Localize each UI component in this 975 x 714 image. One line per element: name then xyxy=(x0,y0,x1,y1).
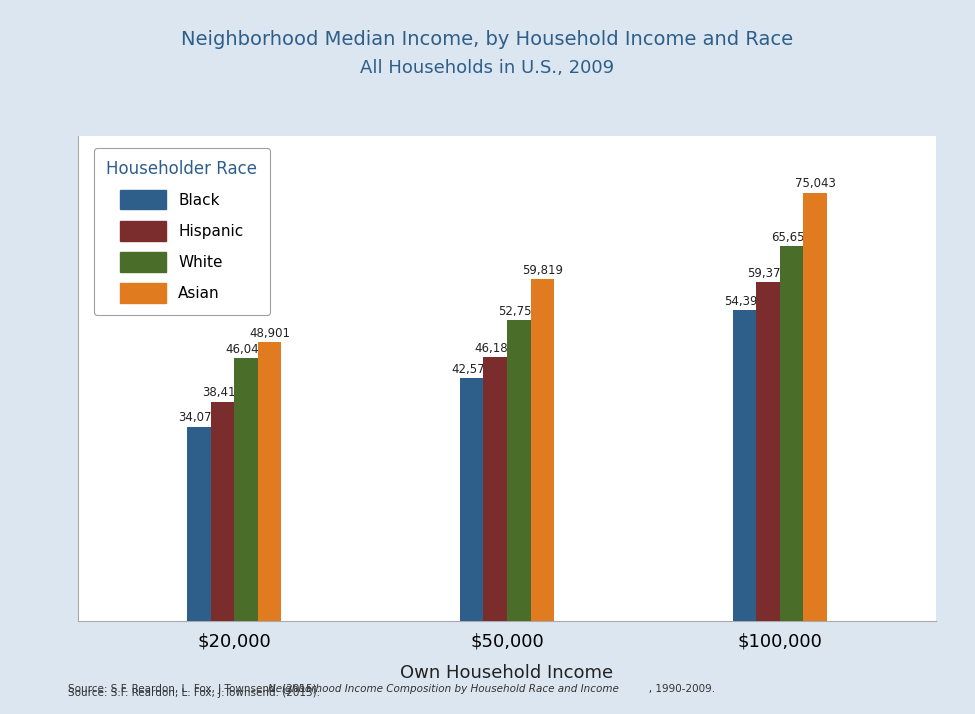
Bar xyxy=(530,279,554,621)
Text: All Households in U.S., 2009: All Households in U.S., 2009 xyxy=(361,59,614,77)
Bar xyxy=(732,311,757,621)
Bar xyxy=(803,193,827,621)
Text: Source: S.F. Reardon, L. Fox, J.Townsend. (2015).: Source: S.F. Reardon, L. Fox, J.Townsend… xyxy=(68,688,327,698)
Text: 59,819: 59,819 xyxy=(522,264,563,277)
Bar xyxy=(234,358,257,621)
Text: 46,043: 46,043 xyxy=(225,343,266,356)
Text: 48,901: 48,901 xyxy=(249,326,290,340)
Legend: Black, Hispanic, White, Asian: Black, Hispanic, White, Asian xyxy=(95,148,270,315)
Text: Source: S.F. Reardon, L. Fox, J.Townsend. (2015).  Neighborhood Income Compositi: Source: S.F. Reardon, L. Fox, J.Townsend… xyxy=(68,688,680,698)
Bar xyxy=(757,282,780,621)
Text: Neighborhood Income Composition by Household Race and Income: Neighborhood Income Composition by House… xyxy=(268,684,619,694)
Text: 52,754: 52,754 xyxy=(498,305,539,318)
Text: 46,183: 46,183 xyxy=(475,342,516,355)
Bar xyxy=(211,402,234,621)
Text: 42,579: 42,579 xyxy=(451,363,492,376)
Text: , 1990-2009.: , 1990-2009. xyxy=(639,684,715,694)
Bar xyxy=(484,358,507,621)
Bar xyxy=(507,320,530,621)
Text: 38,417: 38,417 xyxy=(202,386,243,399)
Bar xyxy=(780,246,803,621)
Text: 59,371: 59,371 xyxy=(748,267,789,280)
Bar xyxy=(257,342,282,621)
Text: 54,393: 54,393 xyxy=(724,295,764,308)
Text: Source: S.F. Reardon, L. Fox, J.Townsend. (2015).: Source: S.F. Reardon, L. Fox, J.Townsend… xyxy=(68,684,327,694)
Text: 34,076: 34,076 xyxy=(178,411,219,424)
Text: 75,043: 75,043 xyxy=(795,177,836,190)
Bar xyxy=(460,378,484,621)
Text: Neighborhood Median Income, by Household Income and Race: Neighborhood Median Income, by Household… xyxy=(181,30,794,49)
Bar xyxy=(187,426,211,621)
Text: 65,653: 65,653 xyxy=(771,231,812,244)
X-axis label: Own Household Income: Own Household Income xyxy=(401,664,613,682)
